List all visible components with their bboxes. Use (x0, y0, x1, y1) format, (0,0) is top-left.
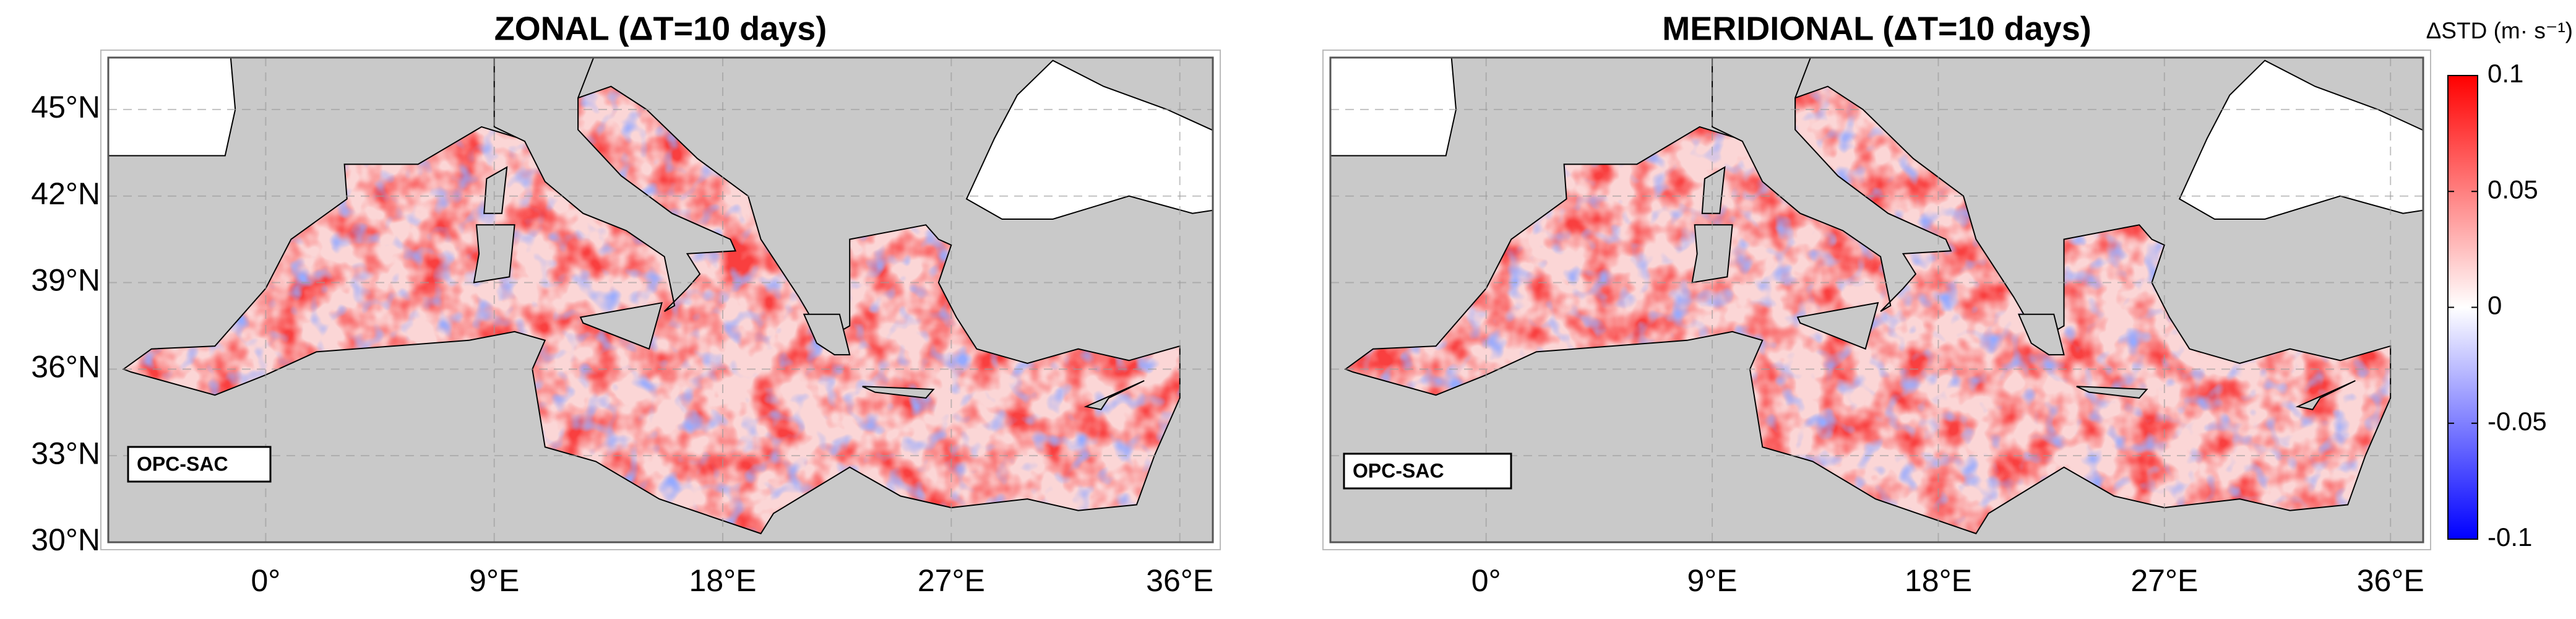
x-tick-label: 27°E (2130, 563, 2198, 598)
y-tick-label: 36°N (31, 350, 100, 384)
map-body (1330, 58, 2423, 542)
x-tick-label: 18°E (1905, 563, 1972, 598)
x-tick-label: 36°E (1146, 563, 1213, 598)
map-frame (1329, 56, 2424, 543)
island (1083, 380, 1145, 410)
island (483, 166, 508, 214)
x-tick-label: 36°E (2357, 563, 2424, 598)
x-tick-label: 0° (251, 563, 281, 598)
island (493, 58, 737, 312)
y-tick-label: 45°N (31, 90, 100, 124)
island (2295, 380, 2356, 410)
map-panel: 0° 9°E 18°E 27°E 36°E 45°N 42°N 39°N 36°N 33°N 30°… (31, 10, 1221, 598)
map-panel: 0° 9°E 18°E 27°E 36°E MERIDIONAL (ΔT=10 days)… (1322, 10, 2431, 598)
x-tick-label: 27°E (918, 563, 985, 598)
no-data-sea (1330, 58, 1457, 157)
colorbar-tick-label: 0.05 (2488, 175, 2538, 204)
colorbar-label: ΔSTD (m· s⁻¹) (2426, 18, 2573, 43)
badge-box (1343, 452, 1512, 490)
badge-text: OPC-SAC (1353, 459, 1444, 482)
colorbar-tick-label: 0 (2488, 291, 2502, 320)
y-tick-label: 39°N (31, 263, 100, 298)
no-data-sea (2178, 59, 2423, 220)
badge-text: OPC-SAC (137, 452, 228, 475)
map-frame (107, 56, 1214, 543)
x-tick-label: 18°E (689, 563, 757, 598)
y-tick-label: 33°N (31, 436, 100, 470)
island (1796, 301, 1879, 350)
x-tick-label: 0° (1471, 563, 1501, 598)
island (2076, 386, 2148, 399)
panel-title: MERIDIONAL (ΔT=10 days) (1662, 10, 2091, 47)
colorbar-tick-label: 0.1 (2488, 59, 2523, 88)
panel-title: ZONAL (ΔT=10 days) (494, 10, 827, 47)
y-tick-label: 30°N (31, 522, 100, 557)
map-frame-outer (100, 50, 1221, 550)
map-frame-outer (1322, 50, 2431, 550)
island (803, 313, 851, 356)
colorbar-tick-label: -0.1 (2488, 522, 2532, 552)
colorbar-tick-label: -0.05 (2488, 407, 2547, 436)
no-data-sea (965, 59, 1213, 220)
island (579, 301, 663, 350)
badge-box (127, 446, 272, 483)
island (1712, 58, 1952, 312)
island (862, 386, 935, 399)
y-tick-label: 42°N (31, 176, 100, 211)
map-body (108, 58, 1213, 542)
x-tick-label: 9°E (469, 563, 519, 598)
no-data-sea (108, 58, 236, 157)
x-tick-label: 9°E (1687, 563, 1738, 598)
island (1701, 166, 1726, 214)
island (2017, 313, 2065, 356)
